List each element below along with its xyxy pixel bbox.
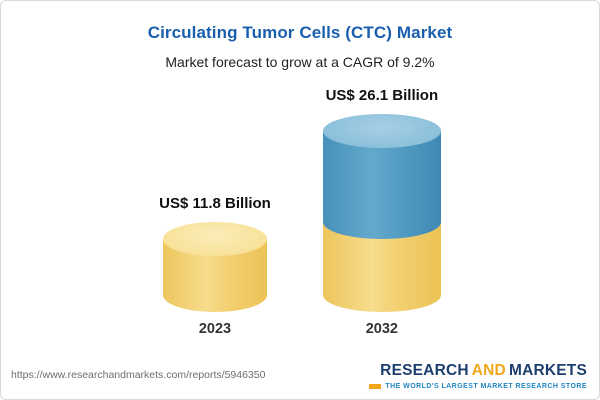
- chart-title: Circulating Tumor Cells (CTC) Market: [147, 23, 453, 42]
- category-label-2023: 2023: [198, 321, 232, 337]
- bar-group-2032: US$ 26.1 Billion 2032: [322, 87, 441, 337]
- value-label-2023: US$ 11.8 Billion: [159, 195, 271, 212]
- cylinder-top-cap-2023: [163, 222, 267, 256]
- footer: https://www.researchandmarkets.com/repor…: [1, 362, 599, 399]
- cylinder-segment-growth-blue: [322, 114, 441, 239]
- logo-word-and: AND: [471, 362, 506, 379]
- category-label-2032: 2032: [365, 321, 398, 337]
- logo-word-research: RESEARCH: [380, 362, 469, 379]
- cylinder-top-cap-2032: [322, 114, 441, 148]
- cylinder-bar-2032: [322, 114, 441, 312]
- chart-subtitle: Market forecast to grow at a CAGR of 9.2…: [165, 54, 435, 70]
- value-label-2032: US$ 26.1 Billion: [325, 87, 439, 104]
- logo-tagline-row: THE WORLD'S LARGEST MARKET RESEARCH STOR…: [369, 383, 587, 390]
- logo-word-markets: MARKETS: [508, 362, 587, 379]
- logo-wordmark: RESEARCH AND MARKETS: [369, 362, 587, 380]
- logo-tagline-text: THE WORLD'S LARGEST MARKET RESEARCH STOR…: [385, 383, 587, 390]
- cylinder-body-blue-2032: [322, 131, 441, 239]
- bar-group-2023: US$ 11.8 Billion 2023: [159, 195, 271, 337]
- cylinder-bar-2023: [163, 222, 267, 312]
- logo-accent-bar: [369, 384, 382, 389]
- report-url: https://www.researchandmarkets.com/repor…: [11, 369, 266, 381]
- research-and-markets-logo: RESEARCH AND MARKETS THE WORLD'S LARGEST M…: [369, 362, 587, 390]
- chart-area: US$ 11.8 Billion 2023 US$ 26.1 Billion 2…: [1, 87, 599, 337]
